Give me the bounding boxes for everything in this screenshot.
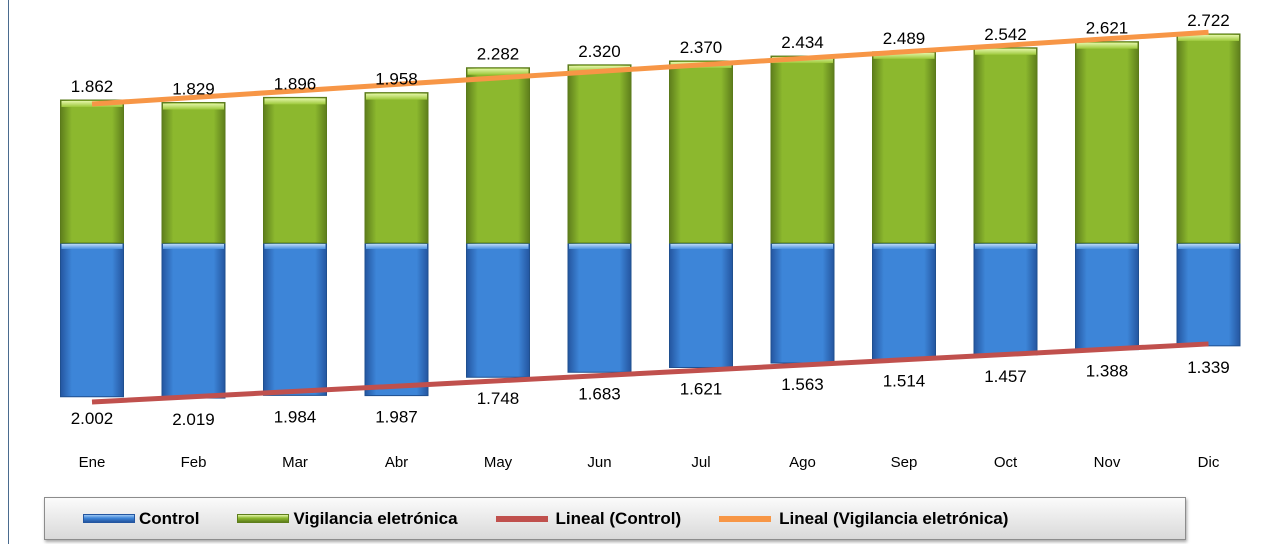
- legend-item-lineal-vigilancia: Lineal (Vigilancia eletrónica): [719, 509, 1008, 529]
- bar-control-bevel-abr: [366, 244, 427, 249]
- bar-control-bevel-jul: [670, 244, 732, 249]
- bar-vigilancia-ene: [60, 99, 124, 244]
- legend-label-vigilancia: Vigilancia eletrónica: [293, 508, 458, 528]
- data-label-control-sep: 1.514: [883, 371, 926, 390]
- bar-control-bevel-jun: [569, 244, 630, 249]
- bar-vigilancia-jul: [669, 60, 733, 244]
- data-label-control-jul: 1.621: [680, 379, 723, 398]
- bar-control-bevel-nov: [1076, 244, 1138, 249]
- trendline-control: [91, 341, 1209, 405]
- data-label-vigilancia-oct: 2.542: [984, 25, 1027, 44]
- bar-control-abr: [364, 242, 429, 397]
- bar-vigilancia-dic: [1176, 33, 1241, 244]
- legend-swatch-lineal-vigilancia: [719, 515, 772, 522]
- bar-control-feb: [161, 242, 226, 399]
- x-tick-feb: Feb: [181, 454, 207, 471]
- chart-legend: Control Vigilancia eletrónica Lineal (Co…: [44, 497, 1186, 540]
- bar-vigilancia-jun: [567, 64, 632, 244]
- bar-control-bevel-may: [467, 244, 529, 249]
- legend-label-lineal-control: Lineal (Control): [555, 508, 682, 528]
- x-tick-dic: Dic: [1198, 454, 1220, 471]
- data-label-vigilancia-may: 2.282: [477, 45, 520, 64]
- bar-vigilancia-feb: [161, 102, 226, 244]
- legend-swatch-lineal-control: [495, 515, 548, 522]
- data-label-vigilancia-ene: 1.862: [71, 77, 114, 96]
- bar-vigilancia-mar: [263, 96, 327, 244]
- legend-swatch-control: [83, 514, 135, 523]
- x-tick-ago: Ago: [789, 454, 816, 471]
- x-tick-abr: Abr: [385, 454, 408, 471]
- bar-vigilancia-bevel-may: [467, 68, 529, 75]
- bar-control-dic: [1176, 242, 1241, 347]
- x-tick-jul: Jul: [691, 454, 710, 471]
- data-label-vigilancia-dic: 2.722: [1187, 11, 1230, 30]
- legend-swatch-vigilancia: [237, 514, 290, 523]
- bar-control-may: [466, 242, 530, 378]
- bar-control-jun: [567, 242, 632, 373]
- bar-vigilancia-sep: [872, 51, 936, 244]
- data-label-control-ago: 1.563: [781, 375, 824, 394]
- bar-vigilancia-bevel-oct: [975, 48, 1036, 55]
- bar-control-sep: [872, 242, 936, 360]
- bar-control-jul: [669, 242, 733, 368]
- legend-label-control: Control: [139, 508, 200, 528]
- data-label-vigilancia-jul: 2.370: [680, 38, 723, 57]
- data-label-vigilancia-sep: 2.489: [883, 29, 926, 48]
- bar-control-bevel-oct: [975, 244, 1036, 249]
- bar-control-ago: [770, 242, 835, 364]
- data-label-vigilancia-nov: 2.621: [1086, 19, 1129, 38]
- legend-item-vigilancia: Vigilancia eletrónica: [237, 508, 458, 529]
- x-tick-oct: Oct: [994, 454, 1018, 471]
- data-label-control-may: 1.748: [477, 389, 520, 408]
- data-label-control-feb: 2.019: [172, 410, 215, 429]
- bar-vigilancia-bevel-sep: [873, 52, 935, 59]
- bar-control-bevel-ene: [61, 244, 123, 249]
- data-label-control-mar: 1.984: [274, 407, 317, 426]
- chart-left-border: [8, 0, 9, 544]
- legend-item-lineal-control: Lineal (Control): [495, 508, 682, 529]
- bar-control-ene: [60, 242, 124, 398]
- data-label-vigilancia-ago: 2.434: [781, 33, 824, 52]
- bar-vigilancia-bevel-feb: [163, 103, 224, 110]
- bar-vigilancia-oct: [973, 47, 1038, 244]
- legend-label-lineal-vigilancia: Lineal (Vigilancia eletrónica): [779, 508, 1009, 528]
- data-label-control-abr: 1.987: [375, 408, 418, 427]
- bar-control-nov: [1075, 242, 1139, 351]
- data-label-control-oct: 1.457: [984, 367, 1027, 386]
- bar-control-bevel-ago: [772, 244, 833, 249]
- bar-vigilancia-bevel-dic: [1178, 34, 1239, 41]
- bar-vigilancia-bevel-nov: [1076, 42, 1138, 49]
- data-label-control-jun: 1.683: [578, 384, 621, 403]
- bar-vigilancia-abr: [364, 92, 429, 244]
- data-label-vigilancia-abr: 1.958: [375, 70, 418, 89]
- legend-item-control: Control: [83, 509, 199, 529]
- x-tick-may: May: [484, 454, 513, 471]
- data-label-vigilancia-feb: 1.829: [172, 80, 215, 99]
- bar-control-bevel-mar: [264, 244, 326, 249]
- bar-vigilancia-bevel-abr: [366, 93, 427, 100]
- bar-control-bevel-dic: [1178, 244, 1239, 249]
- bar-vigilancia-nov: [1075, 41, 1139, 244]
- trendline-vigilancia: [91, 29, 1209, 107]
- x-tick-jun: Jun: [587, 454, 611, 471]
- data-label-control-ene: 2.002: [71, 409, 114, 428]
- bar-control-bevel-feb: [163, 244, 224, 249]
- data-label-control-nov: 1.388: [1086, 362, 1129, 381]
- bar-control-oct: [973, 242, 1038, 356]
- bar-control-bevel-sep: [873, 244, 935, 249]
- bar-vigilancia-ago: [770, 55, 835, 244]
- x-tick-sep: Sep: [891, 454, 918, 471]
- bar-vigilancia-bevel-mar: [264, 98, 326, 105]
- x-tick-ene: Ene: [79, 454, 106, 471]
- bar-vigilancia-may: [466, 67, 530, 244]
- bar-vigilancia-bevel-jun: [569, 65, 630, 72]
- data-label-vigilancia-jun: 2.320: [578, 42, 621, 61]
- x-tick-nov: Nov: [1094, 454, 1121, 471]
- data-label-control-dic: 1.339: [1187, 358, 1230, 377]
- data-label-vigilancia-mar: 1.896: [274, 74, 317, 93]
- x-tick-mar: Mar: [282, 454, 308, 471]
- bar-control-mar: [263, 242, 327, 396]
- bar-vigilancia-bevel-ene: [61, 100, 123, 107]
